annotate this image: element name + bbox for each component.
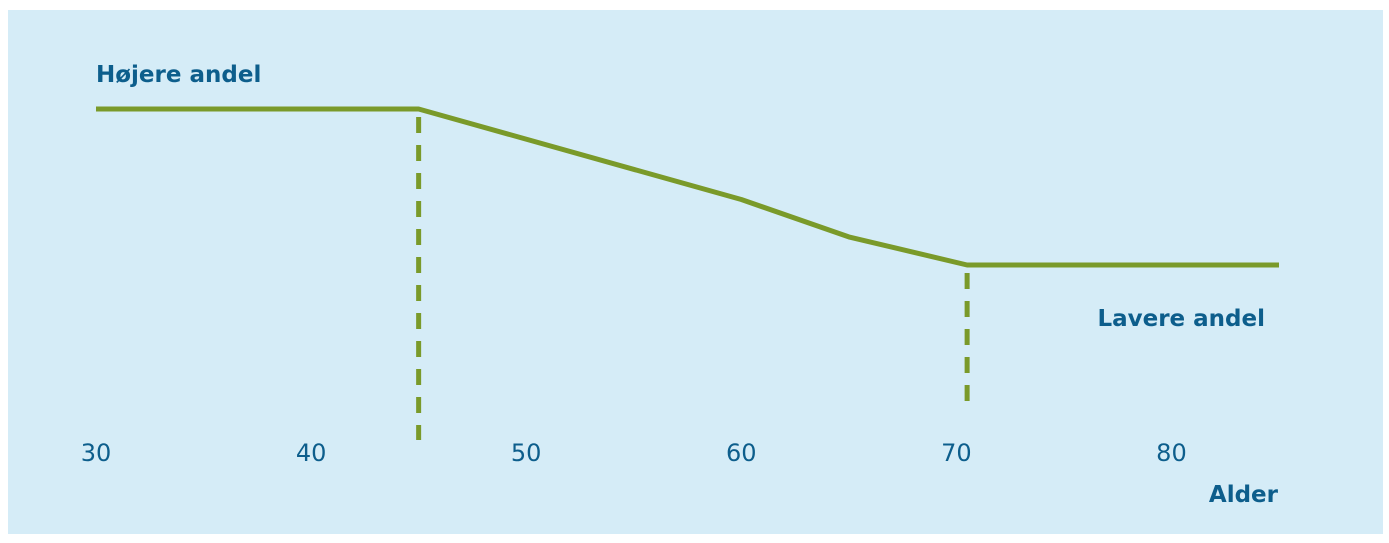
chart-background [8,10,1383,534]
series-line [96,106,1279,268]
top-label: Højere andel [96,62,261,88]
bottom-label: Lavere andel [1097,306,1265,332]
x-tick-label: 70 [941,439,972,467]
x-tick-label: 80 [1156,439,1187,467]
x-tick-label: 30 [81,439,112,467]
x-axis-label: Alder [1209,482,1279,508]
x-tick-label: 40 [296,439,327,467]
x-tick-label: 50 [511,439,542,467]
x-tick-label: 60 [726,439,757,467]
